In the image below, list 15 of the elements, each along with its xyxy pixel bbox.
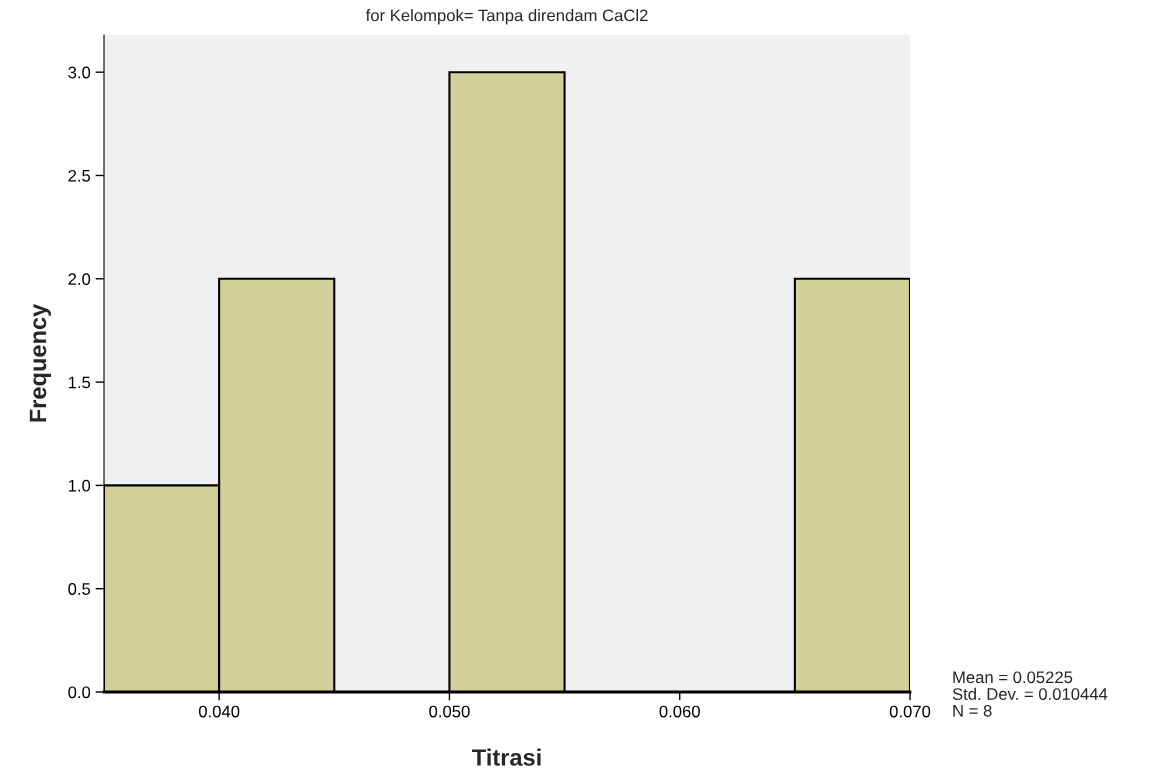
y-tick-label: 0.0 bbox=[68, 686, 91, 699]
y-tick-label: 1.0 bbox=[68, 479, 91, 492]
y-tick-label: 1.5 bbox=[68, 376, 91, 389]
x-tick-label: 0.040 bbox=[198, 705, 240, 718]
text: Mean = 0.05225 Std. Dev. = 0.010444 N = 8 bbox=[952, 671, 1108, 717]
x-axis-title: Titrasi bbox=[472, 748, 541, 766]
x-tick-label: 0.050 bbox=[429, 705, 470, 718]
y-tick-label: 0.5 bbox=[68, 583, 91, 595]
x-tick-label: 0.070 bbox=[889, 705, 931, 718]
chart-title: for Kelompok= Tanpa direndam CaCl2 bbox=[365, 9, 648, 25]
y-axis-title: Frequency bbox=[29, 303, 51, 422]
y-tick-label: 2.0 bbox=[68, 273, 91, 285]
y-tick-label: 2.5 bbox=[68, 169, 91, 182]
y-tick-label: 3.0 bbox=[68, 66, 91, 79]
x-tick-label: 0.060 bbox=[659, 705, 700, 718]
